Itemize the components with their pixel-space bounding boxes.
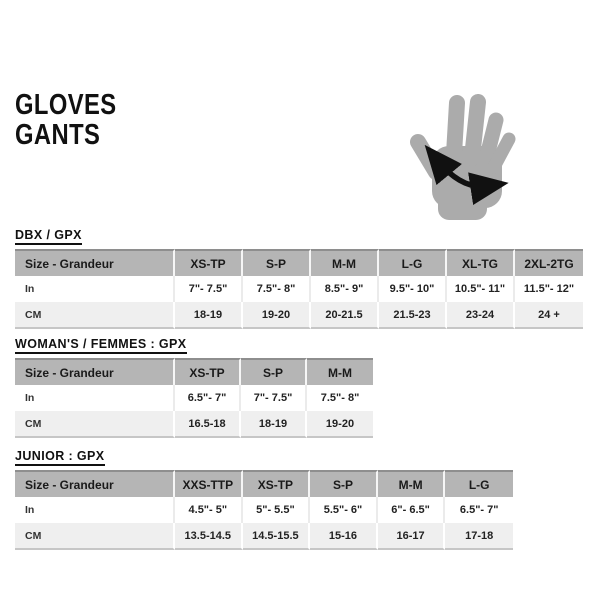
- size-table-womans-gpx: Size - Grandeur XS-TP S-P M-M In 6.5"- 7" 7"- …: [15, 358, 373, 438]
- size-value-cell: 23-24: [447, 302, 515, 329]
- size-column-header: Size - Grandeur: [15, 249, 175, 276]
- size-table-junior-gpx: Size - Grandeur XXS-TTP XS-TP S-P M-M L-G In 4.…: [15, 470, 513, 550]
- unit-row-label: CM: [15, 523, 175, 550]
- size-value-cell: 9.5"- 10": [379, 276, 447, 302]
- size-value-cell: 7.5"- 8": [243, 276, 311, 302]
- size-value-cell: 21.5-23: [379, 302, 447, 329]
- size-value-cell: 10.5"- 11": [447, 276, 515, 302]
- size-value-cell: 18-19: [241, 411, 307, 438]
- size-header-cell: S-P: [241, 358, 307, 385]
- size-value-cell: 15-16: [310, 523, 378, 550]
- size-value-cell: 5.5"- 6": [310, 497, 378, 523]
- page-title-en: GLOVES: [15, 89, 117, 121]
- unit-row-label: CM: [15, 302, 175, 329]
- size-header-cell: XXS-TTP: [175, 470, 243, 497]
- size-value-cell: 6.5"- 7": [445, 497, 513, 523]
- size-header-cell: M-M: [377, 470, 446, 497]
- size-header-cell: XS-TP: [242, 470, 311, 497]
- size-value-cell: 13.5-14.5: [175, 523, 243, 550]
- size-header-cell: L-G: [445, 470, 513, 497]
- size-value-cell: 7"- 7.5": [175, 276, 243, 302]
- size-value-cell: 17-18: [445, 523, 513, 550]
- page-title: GLOVES GANTS: [15, 90, 117, 150]
- unit-row-label: CM: [15, 411, 175, 438]
- size-header-cell: M-M: [307, 358, 373, 385]
- size-value-cell: 24 +: [515, 302, 583, 329]
- size-header-cell: XS-TP: [175, 249, 243, 276]
- size-value-cell: 4.5"- 5": [175, 497, 243, 523]
- size-header-cell: S-P: [310, 470, 378, 497]
- size-header-cell: XL-TG: [447, 249, 515, 276]
- size-value-cell: 14.5-15.5: [242, 523, 311, 550]
- size-value-cell: 19-20: [243, 302, 311, 329]
- size-value-cell: 7.5"- 8": [307, 385, 373, 411]
- size-header-cell: 2XL-2TG: [515, 249, 583, 276]
- size-value-cell: 7"- 7.5": [241, 385, 307, 411]
- section-junior-gpx: JUNIOR : GPX Size - Grandeur XXS-TTP XS-TP…: [15, 447, 513, 550]
- size-value-cell: 20-21.5: [311, 302, 379, 329]
- size-value-cell: 6.5"- 7": [175, 385, 241, 411]
- section-dbx-gpx: DBX / GPX Size - Grandeur XS-TP S-P M-M L-G X…: [15, 226, 583, 329]
- size-value-cell: 18-19: [175, 302, 243, 329]
- size-header-cell: S-P: [243, 249, 311, 276]
- measure-arrow-icon: [424, 144, 509, 205]
- size-value-cell: 6"- 6.5": [377, 497, 446, 523]
- unit-row-label: In: [15, 497, 175, 523]
- section-title-womans-gpx: WOMAN'S / FEMMES : GPX: [15, 337, 187, 354]
- section-title-junior-gpx: JUNIOR : GPX: [15, 449, 105, 466]
- unit-row-label: In: [15, 385, 175, 411]
- size-value-cell: 16-17: [377, 523, 446, 550]
- size-column-header: Size - Grandeur: [15, 470, 175, 497]
- size-value-cell: 5"- 5.5": [242, 497, 311, 523]
- hand-measure-icon: [410, 94, 520, 224]
- section-title-dbx-gpx: DBX / GPX: [15, 228, 82, 245]
- page-title-fr: GANTS: [15, 119, 101, 151]
- size-column-header: Size - Grandeur: [15, 358, 175, 385]
- size-value-cell: 11.5"- 12": [515, 276, 583, 302]
- size-value-cell: 19-20: [307, 411, 373, 438]
- size-header-cell: L-G: [379, 249, 447, 276]
- size-value-cell: 16.5-18: [175, 411, 241, 438]
- unit-row-label: In: [15, 276, 175, 302]
- size-table-dbx-gpx: Size - Grandeur XS-TP S-P M-M L-G XL-TG 2XL-2T…: [15, 249, 583, 329]
- size-header-cell: M-M: [311, 249, 379, 276]
- size-header-cell: XS-TP: [175, 358, 241, 385]
- section-womans-gpx: WOMAN'S / FEMMES : GPX Size - Grandeur XS…: [15, 335, 373, 438]
- size-value-cell: 8.5"- 9": [311, 276, 379, 302]
